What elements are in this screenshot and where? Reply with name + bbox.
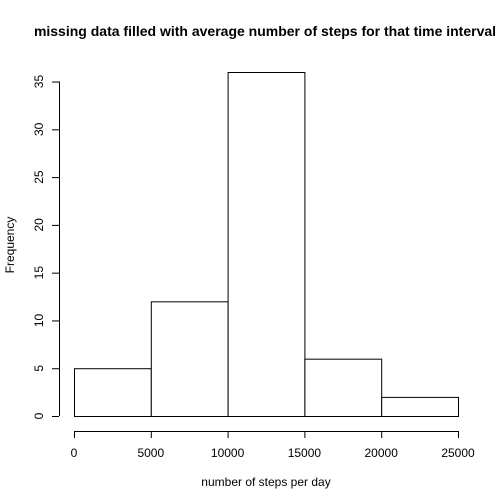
x-tick-label-5: 25000 <box>441 446 475 460</box>
histogram-bar-4 <box>381 396 460 417</box>
x-tick-label-3: 15000 <box>288 446 322 460</box>
y-tick-label-1: 5 <box>32 365 46 372</box>
histogram-bar-1 <box>150 301 229 418</box>
y-tick-label-4: 20 <box>32 218 46 232</box>
y-tick-label-3: 15 <box>32 266 46 280</box>
y-tick-label-0: 0 <box>32 412 46 419</box>
x-tick-label-0: 0 <box>71 446 78 460</box>
y-axis-label: Frequency <box>3 217 17 274</box>
bars <box>74 72 460 418</box>
y-axis: 0 5 10 15 20 25 30 35 <box>32 75 60 419</box>
histogram-bar-0 <box>74 368 152 418</box>
x-tick-label-1: 5000 <box>137 446 164 460</box>
chart-title: missing data filled with average number … <box>34 23 496 39</box>
x-tick-label-2: 10000 <box>211 446 245 460</box>
y-tick-label-2: 10 <box>32 313 46 327</box>
histogram-bar-2 <box>227 72 306 417</box>
y-tick-label-5: 25 <box>32 170 46 184</box>
y-tick-label-6: 30 <box>32 122 46 136</box>
x-axis-label: number of steps per day <box>201 475 330 489</box>
x-tick-label-4: 20000 <box>365 446 399 460</box>
x-axis: 0 5000 10000 15000 20000 25000 <box>71 431 475 460</box>
y-tick-label-7: 35 <box>32 75 46 89</box>
histogram-bar-3 <box>304 358 383 417</box>
